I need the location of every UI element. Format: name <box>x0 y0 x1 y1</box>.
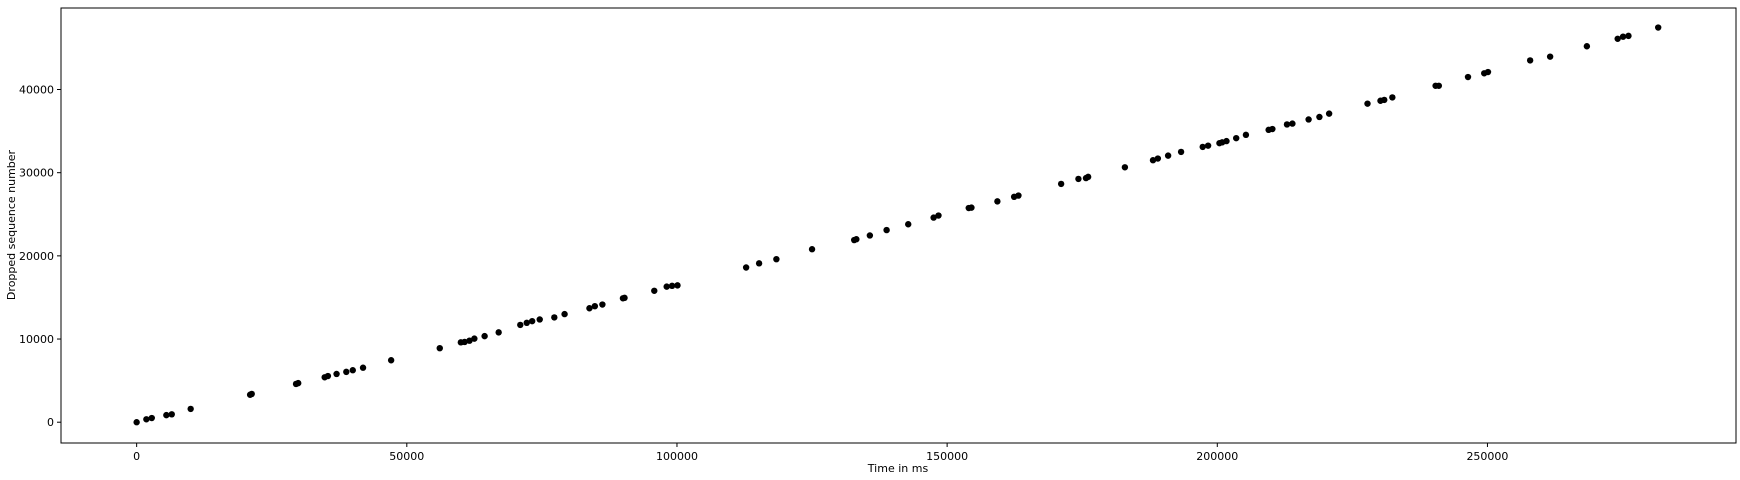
data-point <box>133 419 140 426</box>
data-point <box>773 255 780 263</box>
data-point <box>1075 175 1082 183</box>
data-point <box>621 294 628 302</box>
y-tick-label: 30000 <box>19 167 54 180</box>
data-point <box>1546 53 1554 60</box>
data-point <box>1389 94 1396 101</box>
data-point <box>436 344 443 352</box>
data-point <box>1084 173 1092 181</box>
data-point <box>1242 131 1250 139</box>
data-point <box>930 214 937 221</box>
data-point <box>495 329 502 336</box>
data-point <box>742 264 750 271</box>
data-point <box>905 221 912 228</box>
data-point <box>359 364 367 371</box>
y-tick-label: 40000 <box>19 84 54 97</box>
data-point <box>1381 96 1388 104</box>
data-point <box>295 379 302 387</box>
data-point <box>1149 157 1157 164</box>
data-point <box>343 368 350 376</box>
data-point <box>1526 57 1534 64</box>
data-points <box>133 24 1662 426</box>
data-point <box>853 236 860 243</box>
data-point <box>1484 68 1492 76</box>
data-point <box>1435 82 1443 89</box>
data-point <box>1057 180 1065 188</box>
data-point <box>674 282 681 289</box>
data-point <box>1177 148 1185 156</box>
data-point <box>1464 73 1472 81</box>
data-point <box>1269 125 1276 133</box>
y-tick-label: 10000 <box>19 333 54 346</box>
x-tick-label: 50000 <box>389 450 424 463</box>
data-point <box>1154 155 1162 162</box>
data-point <box>808 246 816 253</box>
data-point <box>187 405 194 413</box>
data-point <box>387 357 395 364</box>
data-point <box>466 337 473 344</box>
data-point <box>668 282 676 290</box>
data-point <box>935 212 942 219</box>
y-tick-label: 0 <box>47 416 54 429</box>
y-tick-label: 20000 <box>19 250 54 263</box>
data-point <box>517 321 524 329</box>
data-point <box>651 287 658 294</box>
data-point <box>551 314 558 321</box>
y-axis: 0 10000 20000 30000 40000 <box>19 84 61 429</box>
plot-frame <box>60 7 1737 444</box>
x-tick-label: 0 <box>133 450 140 463</box>
x-tick-label: 100000 <box>656 450 698 463</box>
x-tick-label: 200000 <box>1196 450 1238 463</box>
data-point <box>968 204 975 211</box>
data-point <box>1583 43 1591 50</box>
data-point <box>163 411 170 419</box>
data-point <box>663 283 670 290</box>
data-point <box>1121 164 1129 171</box>
data-point <box>1204 142 1212 149</box>
data-point <box>324 372 332 380</box>
data-point <box>1015 192 1022 199</box>
data-point <box>333 370 340 378</box>
data-point <box>1199 143 1206 151</box>
data-point <box>561 310 568 318</box>
data-point <box>1619 33 1627 40</box>
data-point <box>755 260 763 267</box>
data-point <box>1289 120 1296 127</box>
data-point <box>1233 134 1240 142</box>
data-point <box>349 367 356 374</box>
data-point <box>528 317 536 325</box>
y-axis-label: Dropped sequence number <box>5 149 18 300</box>
data-point <box>148 414 155 422</box>
data-point <box>1364 100 1371 107</box>
x-axis-label: Time in ms <box>867 462 929 475</box>
data-point <box>586 305 593 312</box>
data-point <box>461 338 468 346</box>
data-point <box>1164 152 1172 159</box>
data-point <box>143 416 150 423</box>
data-point <box>1325 110 1333 117</box>
data-point <box>471 335 478 342</box>
data-point <box>523 319 530 327</box>
data-point <box>536 316 543 323</box>
data-point <box>168 411 175 418</box>
data-point <box>883 226 890 234</box>
data-point <box>1283 121 1291 128</box>
data-point <box>1654 24 1662 31</box>
data-point <box>1316 113 1323 121</box>
x-tick-label: 250000 <box>1466 450 1508 463</box>
data-point <box>866 232 874 239</box>
x-axis: 0 50000 100000 150000 200000 250000 <box>133 443 1508 463</box>
data-point <box>591 302 599 310</box>
data-point <box>599 301 606 308</box>
data-point <box>1305 116 1312 123</box>
data-point <box>994 198 1001 205</box>
data-point <box>481 332 488 340</box>
data-point <box>1625 32 1632 40</box>
data-point <box>248 390 255 398</box>
x-tick-label: 150000 <box>926 450 968 463</box>
data-point <box>1614 35 1621 42</box>
data-point <box>1223 137 1230 145</box>
